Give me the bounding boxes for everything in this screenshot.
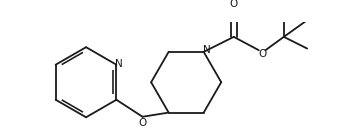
Text: O: O (258, 49, 266, 59)
Text: N: N (115, 59, 123, 69)
Text: O: O (230, 0, 238, 9)
Text: O: O (138, 118, 147, 128)
Text: N: N (203, 45, 211, 55)
